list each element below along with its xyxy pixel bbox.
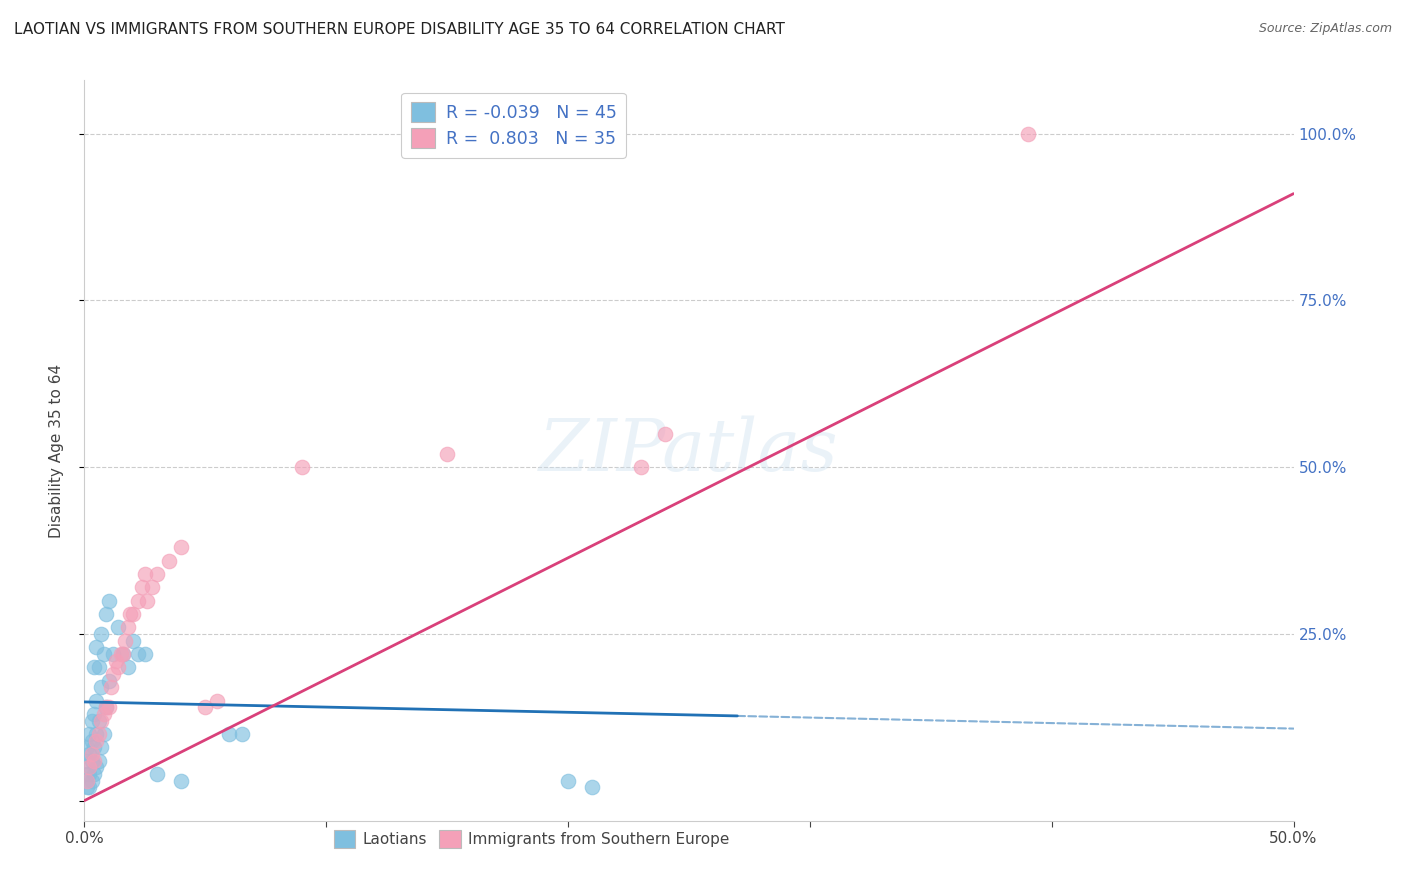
Point [121,607,143,621]
Point [80,733,103,747]
Point [83,660,105,674]
Point [83,754,105,768]
Point [218,727,240,741]
Point [80,747,103,761]
Point [103,647,125,661]
Point [117,620,139,634]
Point [291,460,314,475]
Point [131,580,153,594]
Point [231,727,253,741]
Point [104,654,127,668]
Y-axis label: Disability Age 35 to 64: Disability Age 35 to 64 [49,363,63,538]
Point [107,660,129,674]
Point [112,647,135,661]
Point [121,633,143,648]
Point [127,647,149,661]
Point [93,727,115,741]
Point [103,666,125,681]
Point [127,593,149,607]
Point [170,773,193,788]
Point [134,566,156,581]
Point [86,733,108,747]
Point [90,680,112,694]
Point [86,693,108,707]
Point [76,767,98,781]
Point [107,620,129,634]
Point [80,773,103,788]
Point [146,767,169,781]
Point [557,773,579,788]
Point [136,593,159,607]
Legend: Laotians, Immigrants from Southern Europe: Laotians, Immigrants from Southern Europ… [328,824,735,854]
Point [90,627,112,641]
Point [581,780,603,795]
Point [157,553,180,567]
Text: ZIPatlas: ZIPatlas [538,415,839,486]
Point [1017,127,1039,141]
Point [207,693,229,707]
Point [83,767,105,781]
Point [77,727,100,741]
Point [97,673,120,688]
Point [97,700,120,714]
Point [77,780,100,795]
Point [141,580,163,594]
Text: LAOTIAN VS IMMIGRANTS FROM SOUTHERN EUROPE DISABILITY AGE 35 TO 64 CORRELATION C: LAOTIAN VS IMMIGRANTS FROM SOUTHERN EURO… [14,22,785,37]
Point [94,607,117,621]
Point [76,780,98,795]
Point [114,633,136,648]
Point [77,760,100,774]
Point [654,426,676,441]
Point [83,706,105,721]
Point [87,727,110,741]
Point [630,460,652,475]
Point [117,660,139,674]
Point [436,447,458,461]
Point [83,740,105,755]
Point [93,706,115,721]
Point [93,647,115,661]
Point [77,747,100,761]
Point [86,640,108,655]
Point [97,593,120,607]
Point [94,700,117,714]
Point [77,767,100,781]
Point [112,647,135,661]
Point [87,754,110,768]
Point [76,740,98,755]
Point [86,760,108,774]
Point [146,566,169,581]
Point [94,700,117,714]
Point [80,754,103,768]
Point [90,740,112,755]
Point [86,727,108,741]
Point [87,714,110,728]
Point [87,660,110,674]
Point [76,773,98,788]
Point [90,714,112,728]
Point [100,680,122,694]
Point [170,540,193,554]
Point [134,647,156,661]
Point [194,700,217,714]
Point [76,754,98,768]
Text: Source: ZipAtlas.com: Source: ZipAtlas.com [1258,22,1392,36]
Point [120,607,142,621]
Point [80,714,103,728]
Point [110,647,132,661]
